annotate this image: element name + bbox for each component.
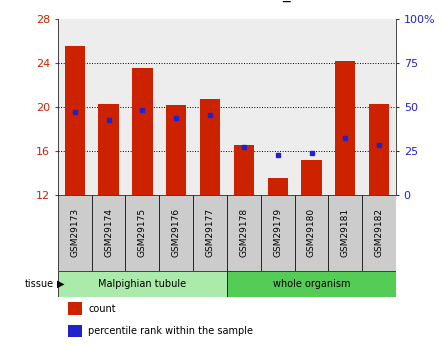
Text: percentile rank within the sample: percentile rank within the sample [88, 326, 253, 336]
Bar [227, 195, 261, 271]
Bar [295, 195, 328, 271]
Text: Malpighian tubule: Malpighian tubule [98, 279, 186, 289]
Bar [261, 195, 295, 271]
Bar [227, 19, 261, 195]
Bar [362, 19, 396, 195]
Bar [58, 195, 92, 271]
Bar [234, 146, 254, 195]
Bar [295, 19, 328, 195]
Bar [92, 19, 125, 195]
Bar [267, 178, 288, 195]
Text: whole organism: whole organism [273, 279, 350, 289]
Bar [328, 195, 362, 271]
Bar [261, 19, 295, 195]
Bar [92, 195, 125, 271]
Bar [65, 47, 85, 195]
Bar [193, 19, 227, 195]
Bar [68, 302, 81, 315]
Bar [159, 19, 193, 195]
Text: GSM29174: GSM29174 [104, 208, 113, 257]
Bar [58, 271, 227, 297]
Bar [166, 105, 186, 195]
Bar [227, 271, 396, 297]
Text: GSM29179: GSM29179 [273, 208, 282, 257]
Text: GSM29177: GSM29177 [206, 208, 214, 257]
Bar [159, 195, 193, 271]
Bar [335, 61, 356, 195]
Text: GSM29175: GSM29175 [138, 208, 147, 257]
Bar [369, 104, 389, 195]
Text: count: count [88, 304, 116, 314]
Text: GSM29182: GSM29182 [375, 208, 384, 257]
Bar [193, 195, 227, 271]
Bar [301, 160, 322, 195]
Text: tissue: tissue [24, 279, 53, 289]
Bar [98, 104, 119, 195]
Bar [125, 195, 159, 271]
Bar [68, 325, 81, 337]
Bar [58, 19, 92, 195]
Text: GSM29176: GSM29176 [172, 208, 181, 257]
Text: GSM29181: GSM29181 [341, 208, 350, 257]
Text: ▶: ▶ [57, 279, 65, 289]
Bar [200, 99, 220, 195]
Bar [362, 195, 396, 271]
Text: GSM29173: GSM29173 [70, 208, 79, 257]
Bar [328, 19, 362, 195]
Text: GDS732 / 144042_at: GDS732 / 144042_at [148, 0, 306, 2]
Bar [132, 68, 153, 195]
Bar [125, 19, 159, 195]
Text: GSM29180: GSM29180 [307, 208, 316, 257]
Text: GSM29178: GSM29178 [239, 208, 248, 257]
